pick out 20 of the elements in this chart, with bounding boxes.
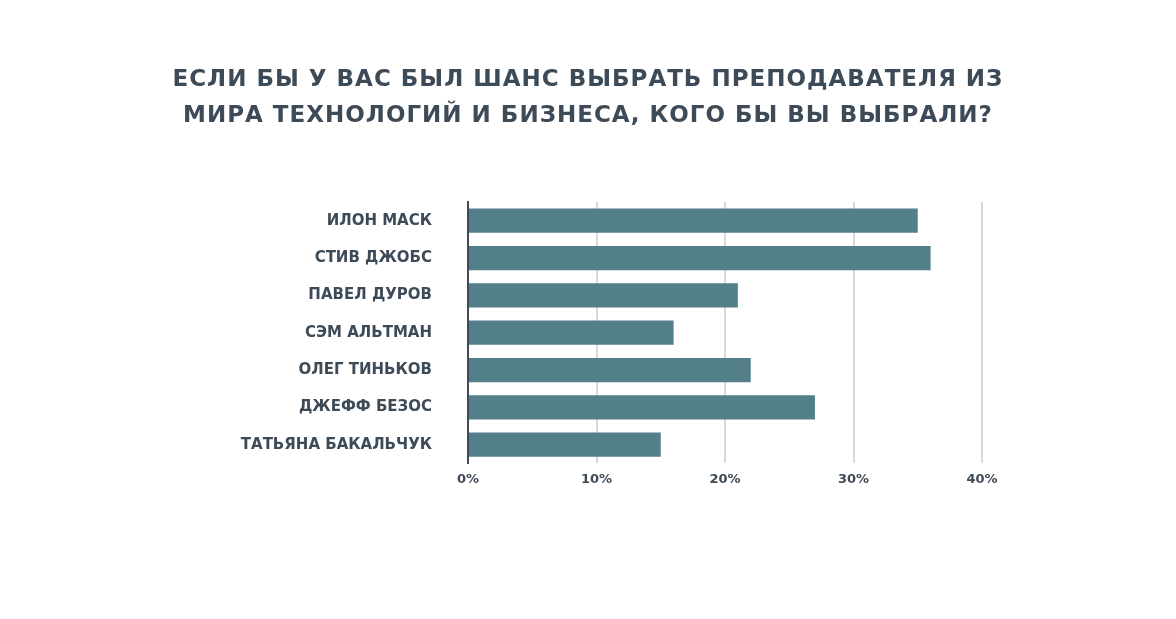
x-tick-label: 20%: [709, 470, 741, 486]
x-tick-label: 10%: [580, 470, 613, 486]
bar: [469, 208, 918, 233]
bar: [469, 245, 931, 271]
x-tick-label: 30%: [837, 470, 870, 486]
bar: [469, 320, 674, 345]
bar: [469, 283, 738, 308]
bar: [469, 395, 815, 420]
y-tick-label: ДЖЕФФ БЕЗОС: [298, 397, 432, 416]
y-tick-label: ПАВЕЛ ДУРОВ: [308, 285, 432, 304]
y-tick-label: ОЛЕГ ТИНЬКОВ: [298, 359, 432, 378]
y-tick-label: ТАТЬЯНА БАКАЛЬЧУК: [240, 434, 433, 453]
chart-title: ЕСЛИ БЫ У ВАС БЫЛ ШАНС ВЫБРАТЬ ПРЕПОДАВАТЕЛЯ ИЗ МИРА ТЕХНОЛОГИЙ И БИЗНЕСА, КОГО БЫ ВЫ ВЫБРАЛИ?: [171, 64, 1005, 129]
bar: [469, 432, 661, 457]
y-tick-label: СТИВ ДЖОБС: [314, 247, 432, 266]
y-tick-label: ИЛОН МАСК: [326, 210, 433, 229]
x-tick-label: 40%: [966, 470, 998, 486]
bar: [469, 357, 751, 383]
y-tick-label: СЭМ АЛЬТМАН: [305, 322, 432, 341]
x-tick-label: 0%: [456, 470, 480, 486]
